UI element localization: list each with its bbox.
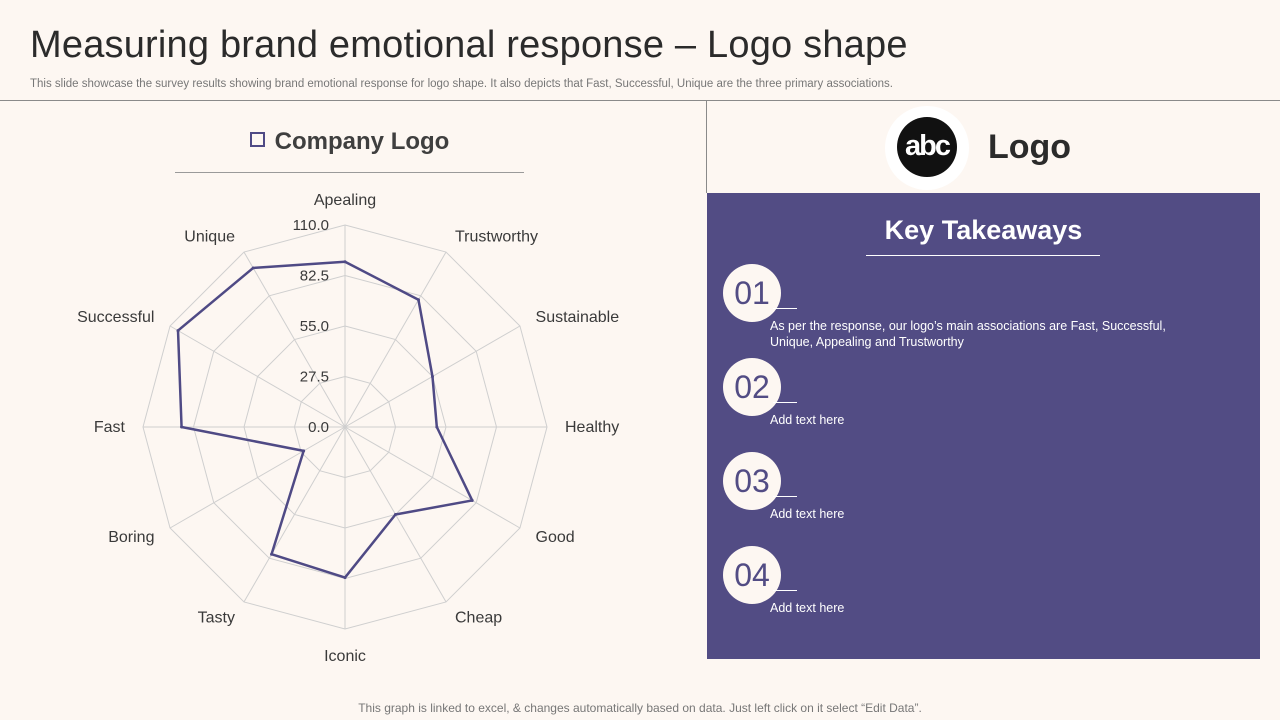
radar-data-point (343, 576, 347, 580)
radar-spoke (169, 426, 346, 529)
takeaways-divider (866, 255, 1100, 256)
legend-divider (175, 172, 524, 173)
legend-label: Company Logo (274, 128, 450, 155)
takeaway-number: 03 (723, 452, 781, 510)
radar-spoke (344, 426, 521, 529)
radar-category-label: Sustainable (536, 309, 620, 326)
radar-category-label: Cheap (455, 610, 502, 627)
takeaway-text: Add text here (770, 413, 845, 427)
radar-data-point (251, 266, 255, 270)
header-divider (0, 100, 1280, 101)
takeaway-text: As per the response, our logo’s main ass… (770, 319, 1166, 349)
takeaway-item: 02 Add text here (723, 358, 1243, 438)
abc-logo-icon: abc (897, 117, 957, 177)
radar-data-point (176, 329, 180, 333)
radar-category-label: Good (536, 529, 575, 546)
logo-label: Logo (988, 128, 1072, 166)
vertical-divider (706, 101, 707, 193)
page-subtitle: This slide showcase the survey results s… (30, 78, 893, 90)
radar-spoke (243, 251, 346, 428)
radar-category-label: Healthy (565, 419, 619, 436)
takeaway-number: 01 (723, 264, 781, 322)
radar-spoke (344, 251, 447, 428)
radar-category-label: Unique (184, 228, 235, 245)
radar-category-label: Successful (77, 309, 154, 326)
takeaway-number: 02 (723, 358, 781, 416)
radar-spoke (243, 426, 346, 603)
takeaway-item: 04 Add text here (723, 546, 1243, 626)
legend-swatch (249, 132, 265, 147)
radar-tick-label: 82.5 (300, 268, 329, 285)
radar-data-point (470, 498, 474, 502)
takeaway-item: 01 As per the response, our logo’s main … (723, 264, 1243, 349)
radar-category-label: Iconic (324, 648, 366, 665)
radar-data-point (343, 260, 347, 264)
radar-category-label: Tasty (198, 610, 235, 627)
radar-category-label: Apealing (314, 192, 376, 209)
takeaway-number-underline (773, 308, 797, 309)
radar-data-point (435, 425, 439, 429)
radar-tick-label: 0.0 (308, 419, 329, 436)
radar-category-label: Fast (94, 419, 126, 436)
radar-chart: 0.0 27.5 55.0 82.5 110.0 Apealing Trustworthy S… (77, 192, 620, 665)
takeaway-text: Add text here (770, 601, 845, 615)
takeaway-text: Add text here (770, 507, 845, 521)
key-takeaways-panel: Key Takeaways 01 As per the response, ou… (707, 193, 1260, 659)
takeaway-number: 04 (723, 546, 781, 604)
radar-tick-label: 27.5 (300, 369, 329, 386)
radar-data-point (302, 449, 306, 453)
page-title: Measuring brand emotional response – Log… (30, 24, 908, 66)
takeaway-number-underline (773, 496, 797, 497)
takeaway-number-underline (773, 402, 797, 403)
radar-category-label: Boring (108, 529, 154, 546)
chart-legend: Company Logo (175, 128, 524, 156)
radar-data-point (180, 425, 184, 429)
radar-tick-label: 110.0 (293, 217, 329, 234)
radar-category-label: Trustworthy (455, 228, 538, 245)
takeaways-title: Key Takeaways (884, 215, 1083, 245)
radar-data-point (394, 512, 397, 516)
radar-data-point (270, 552, 274, 556)
radar-tick-label: 55.0 (300, 318, 329, 335)
radar-spoke (169, 325, 346, 428)
takeaway-number-underline (773, 590, 797, 591)
takeaway-item: 03 Add text here (723, 452, 1243, 532)
radar-data-point (416, 298, 420, 302)
footer-note: This graph is linked to excel, & changes… (358, 701, 922, 715)
radar-data-point (430, 375, 434, 378)
